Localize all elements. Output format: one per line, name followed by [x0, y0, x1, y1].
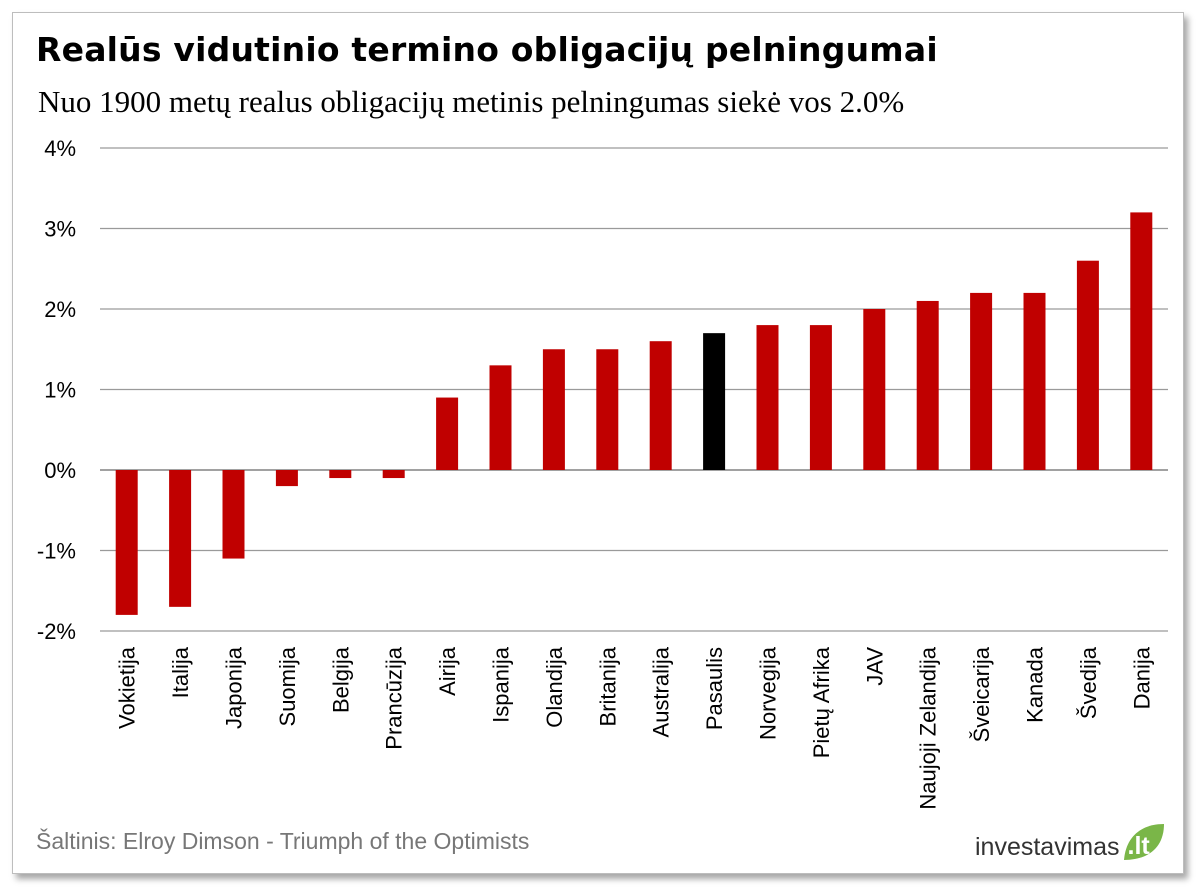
x-category-label: Japonija: [222, 646, 247, 729]
bar-6: [436, 397, 459, 470]
x-category-label: Naujoji Zelandija: [916, 646, 941, 809]
y-tick-label: 3%: [44, 217, 76, 242]
x-category-label: Švedija: [1076, 646, 1101, 719]
bar-19: [1130, 212, 1153, 470]
bar-3: [275, 470, 298, 487]
y-tick-label: -1%: [37, 539, 76, 564]
x-category-label: Olandija: [542, 646, 567, 727]
x-category-label: Airija: [435, 646, 460, 696]
gridlines: [100, 147, 1168, 632]
brand-logo: investavimas .lt: [975, 818, 1166, 862]
x-category-label: Danija: [1129, 646, 1154, 709]
bar-17: [1023, 292, 1046, 470]
bar-13: [809, 325, 832, 470]
y-tick-label: 1%: [44, 378, 76, 403]
leaf-icon: .lt: [1122, 822, 1166, 862]
chart-title: Realūs vidutinio termino obligacijų peln…: [36, 30, 938, 69]
x-category-label: Šveicarija: [969, 646, 994, 742]
logo-text: investavimas: [975, 833, 1120, 861]
x-category-label: Pasaulis: [702, 647, 727, 730]
x-category-label: Prancūzija: [382, 646, 407, 749]
logo-suffix: .lt: [1127, 832, 1150, 860]
x-category-label: Australija: [649, 646, 674, 737]
x-category-label: JAV: [862, 647, 887, 686]
bar-15: [916, 300, 939, 470]
bar-7: [489, 365, 512, 470]
y-tick-label: 4%: [44, 136, 76, 161]
y-tick-label: 0%: [44, 458, 76, 483]
bar-0: [115, 470, 138, 615]
y-tick-label: 2%: [44, 297, 76, 322]
bar-2: [222, 470, 245, 559]
source-note: Šaltinis: Elroy Dimson - Triumph of the …: [36, 828, 530, 854]
bar-10: [649, 341, 672, 470]
bar-1: [169, 470, 192, 607]
x-category-label: Vokietija: [115, 646, 140, 729]
bars: [115, 212, 1153, 615]
bar-11: [703, 333, 726, 470]
x-category-label: Suomija: [275, 646, 300, 726]
bar-16: [970, 292, 993, 470]
x-category-label: Britanija: [595, 646, 620, 726]
bar-5: [382, 470, 405, 479]
bar-14: [863, 309, 886, 470]
y-tick-label: -2%: [37, 619, 76, 644]
x-category-label: Belgija: [328, 646, 353, 713]
x-category-label: Italija: [168, 646, 193, 698]
y-axis-ticks: -2% -1% 0% 1% 2% 3% 4%: [37, 136, 76, 644]
bar-12: [756, 325, 779, 470]
bar-9: [596, 349, 619, 470]
chart-subtitle: Nuo 1900 metų realus obligacijų metinis …: [38, 84, 905, 119]
x-category-label: Kanada: [1023, 646, 1048, 723]
x-axis-categories: Vokietija Italija Japonija Suomija Belgija Pr…: [115, 646, 1155, 809]
bar-18: [1076, 260, 1099, 470]
x-category-label: Ispanija: [489, 646, 514, 723]
bar-8: [542, 349, 565, 470]
x-category-label: Norvegija: [756, 646, 781, 740]
bar-4: [329, 470, 352, 479]
x-category-label: Pietų Afrika: [809, 646, 834, 758]
